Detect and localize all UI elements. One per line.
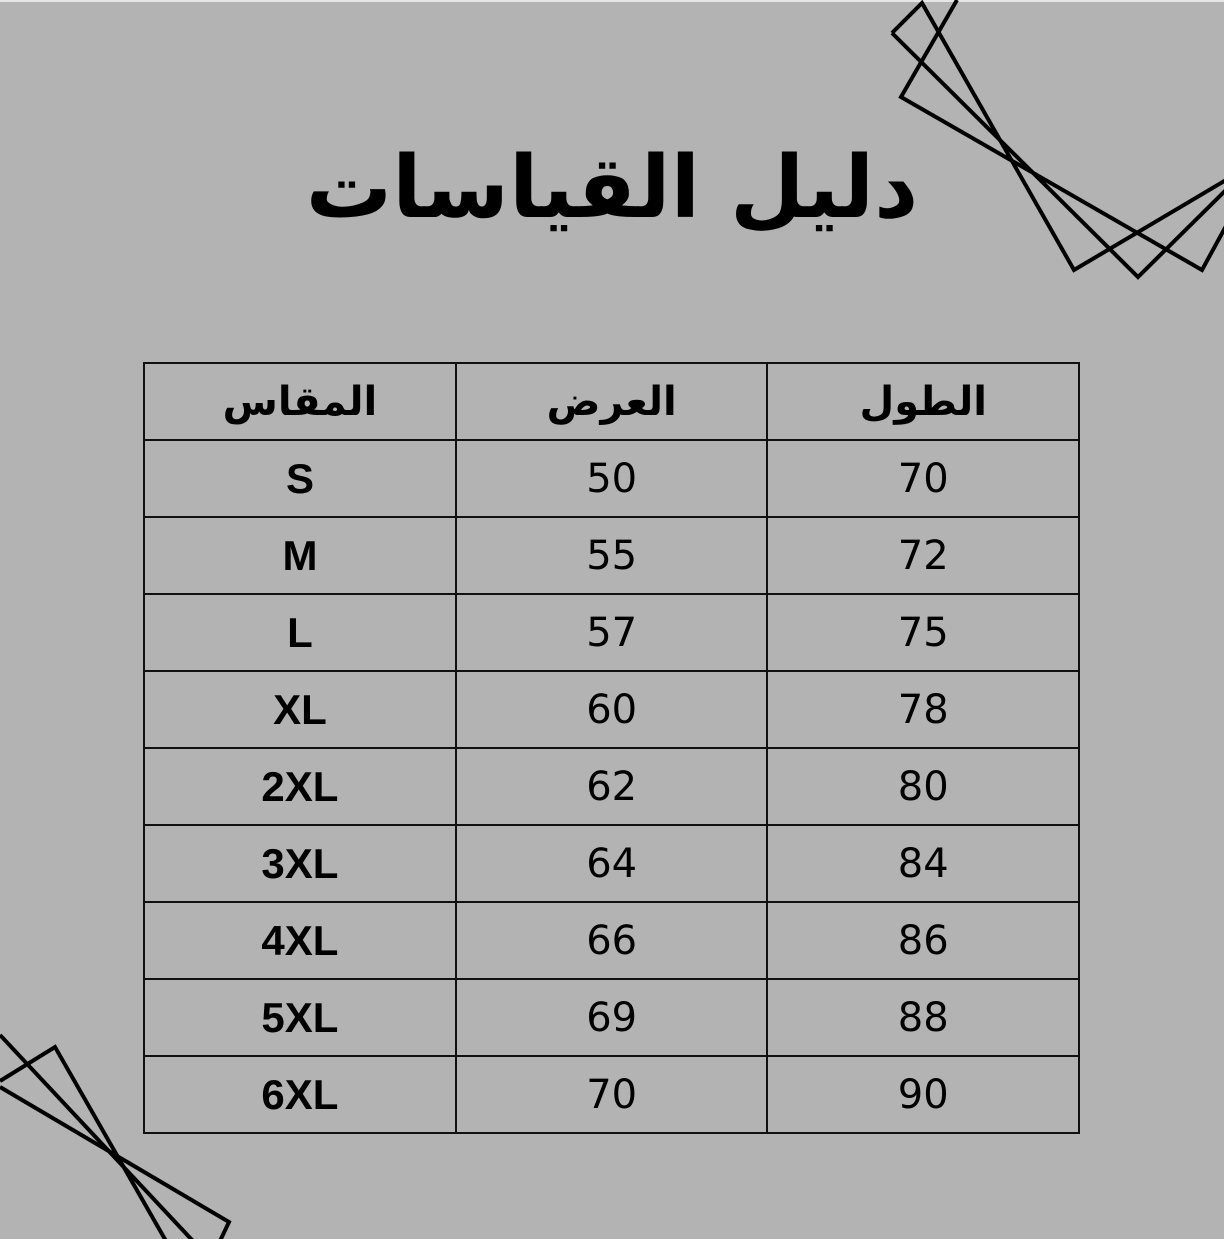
- cell-width: 50: [454, 439, 769, 518]
- table-row: M 55 72: [143, 516, 1080, 595]
- header-width: العرض: [454, 362, 769, 441]
- cell-size: 5XL: [143, 978, 457, 1057]
- deco-line-top-right-2: [890, 0, 1224, 273]
- cell-width: 69: [454, 978, 769, 1057]
- deco-line-bottom-left-1: [0, 1033, 194, 1239]
- header-length: الطول: [766, 362, 1080, 441]
- page-title: دليل القياسات: [305, 138, 919, 238]
- cell-size: 2XL: [143, 747, 457, 826]
- table-row: S 50 70: [143, 439, 1080, 518]
- cell-size: 6XL: [143, 1055, 457, 1134]
- table-row: 4XL 66 86: [143, 901, 1080, 980]
- deco-line-top-right-3: [898, 0, 1224, 273]
- top-edge: [0, 0, 1224, 2]
- deco-line-top-right-1: [890, 31, 1224, 280]
- cell-length: 78: [766, 670, 1080, 749]
- cell-length: 72: [766, 516, 1080, 595]
- cell-length: 70: [766, 439, 1080, 518]
- table-row: L 57 75: [143, 593, 1080, 672]
- cell-size: S: [143, 439, 457, 518]
- cell-size: XL: [143, 670, 457, 749]
- cell-length: 86: [766, 901, 1080, 980]
- cell-length: 84: [766, 824, 1080, 903]
- deco-line-bottom-left-3: [0, 1085, 232, 1239]
- cell-length: 80: [766, 747, 1080, 826]
- cell-width: 66: [454, 901, 769, 980]
- cell-size: L: [143, 593, 457, 672]
- cell-width: 60: [454, 670, 769, 749]
- table-header-row: المقاس العرض الطول: [143, 362, 1080, 441]
- table-row: 2XL 62 80: [143, 747, 1080, 826]
- cell-size: 4XL: [143, 901, 457, 980]
- table-row: 3XL 64 84: [143, 824, 1080, 903]
- cell-length: 88: [766, 978, 1080, 1057]
- cell-size: 3XL: [143, 824, 457, 903]
- header-size: المقاس: [143, 362, 457, 441]
- cell-width: 55: [454, 516, 769, 595]
- table-row: 6XL 70 90: [143, 1055, 1080, 1134]
- cell-width: 62: [454, 747, 769, 826]
- cell-width: 57: [454, 593, 769, 672]
- cell-length: 90: [766, 1055, 1080, 1134]
- cell-width: 64: [454, 824, 769, 903]
- cell-size: M: [143, 516, 457, 595]
- table-row: 5XL 69 88: [143, 978, 1080, 1057]
- cell-width: 70: [454, 1055, 769, 1134]
- deco-line-bottom-left-2: [0, 1044, 168, 1239]
- size-chart-table: المقاس العرض الطول S 50 70 M 55 72 L 57 75 XL 60 78…: [143, 362, 1080, 1134]
- table-row: XL 60 78: [143, 670, 1080, 749]
- cell-length: 75: [766, 593, 1080, 672]
